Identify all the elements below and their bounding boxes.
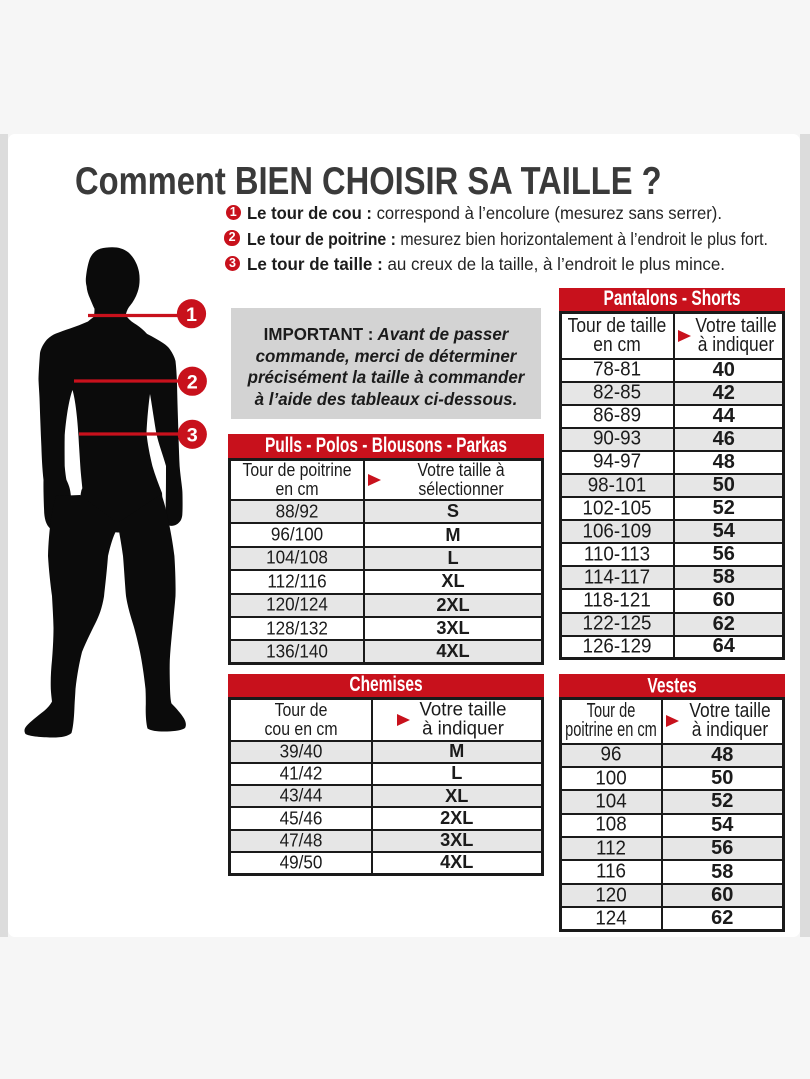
svg-text:2: 2 — [187, 371, 198, 393]
svg-text:3: 3 — [187, 424, 198, 446]
svg-text:1: 1 — [186, 304, 197, 326]
